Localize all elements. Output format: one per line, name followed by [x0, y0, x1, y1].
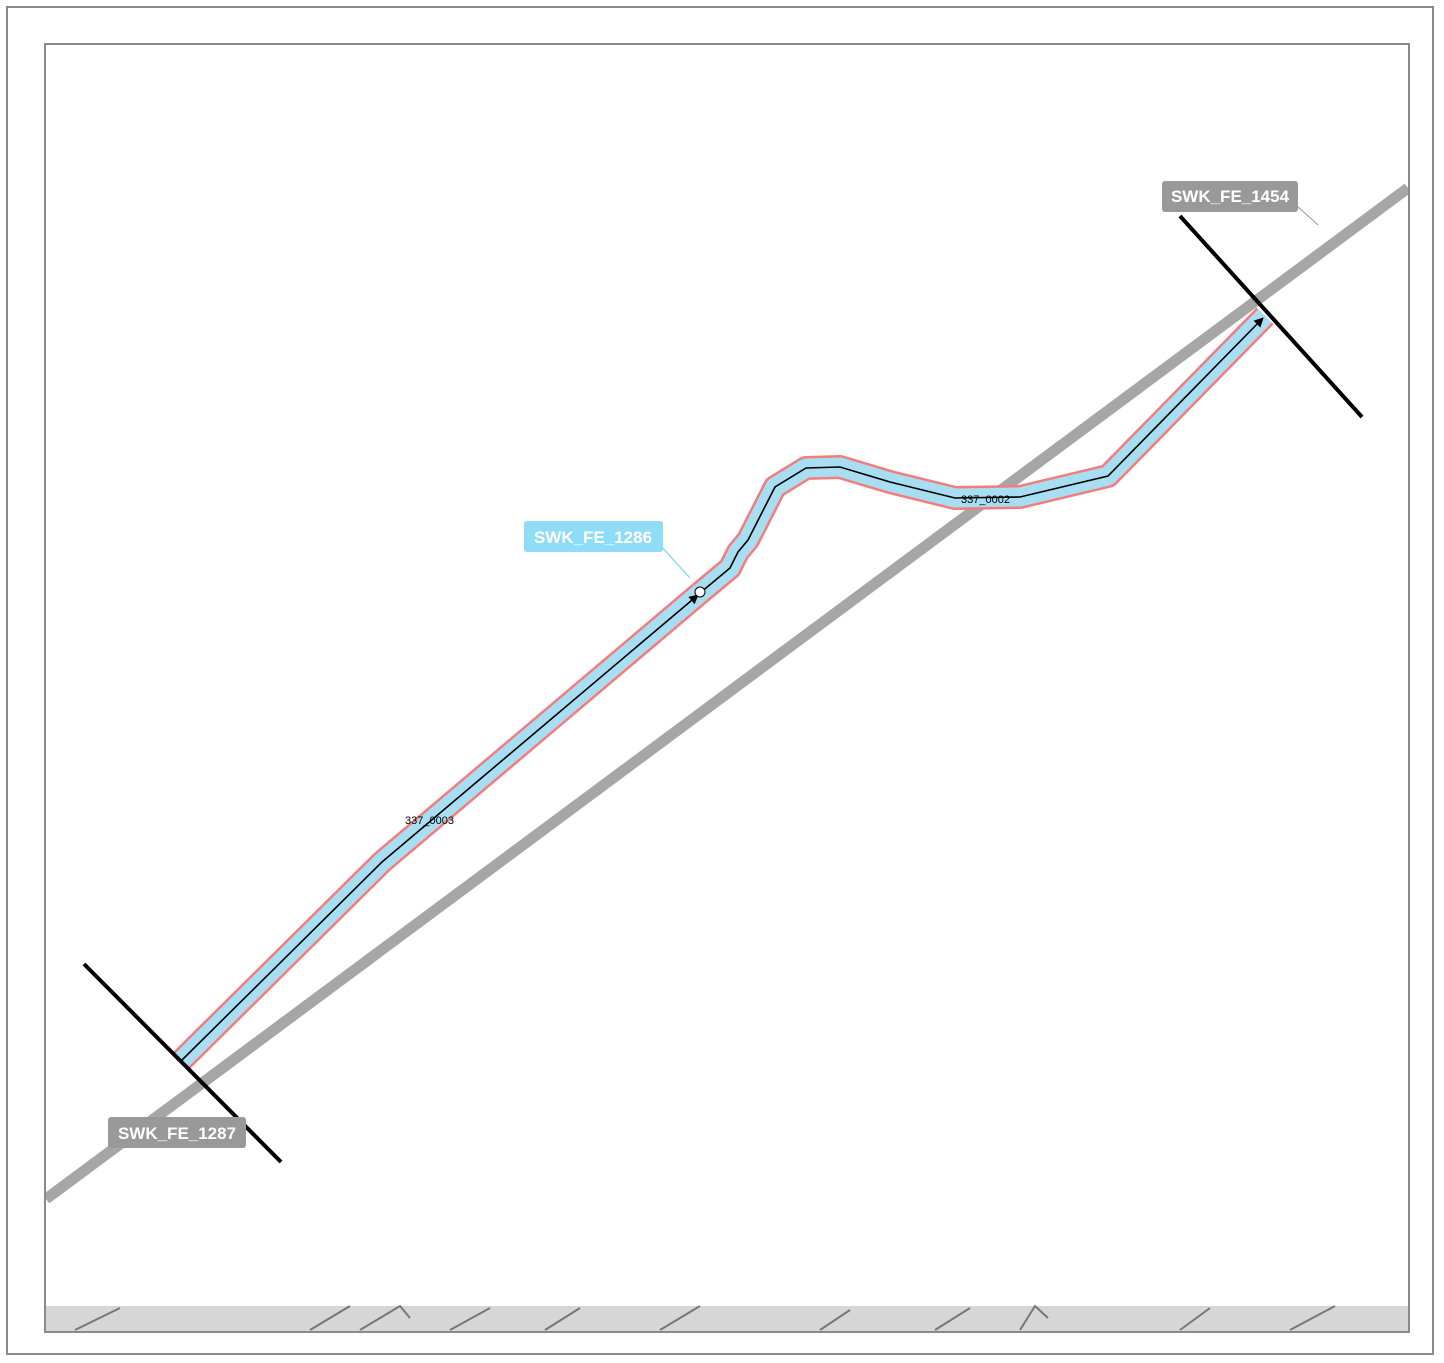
- map-edge-strip: [46, 1306, 1408, 1331]
- leader-fe-1286: [659, 544, 691, 579]
- segment-337-0002-centerline: [699, 317, 1264, 594]
- node-label-fe-1454[interactable]: SWK_FE_1454: [1162, 181, 1298, 212]
- node-label-fe-1287[interactable]: SWK_FE_1287: [108, 1117, 246, 1148]
- leader-fe-1454: [1295, 204, 1319, 226]
- node-label-fe-1454-text: SWK_FE_1454: [1171, 187, 1290, 206]
- node-label-fe-1286[interactable]: SWK_FE_1286: [524, 521, 663, 552]
- node-point-fe-1286[interactable]: [694, 586, 706, 598]
- node-bar-fe-1454[interactable]: [1178, 214, 1364, 419]
- segment-label-337-0002: 337_0002: [961, 494, 1010, 506]
- segment-337-0003-centerline: [181, 594, 699, 1061]
- segment-label-337-0003: 337_0003: [405, 815, 454, 827]
- node-bar-fe-1287[interactable]: [82, 962, 283, 1164]
- node-label-fe-1287-text: SWK_FE_1287: [118, 1124, 236, 1143]
- map-edge-marks: [74, 1304, 1336, 1331]
- node-label-fe-1286-text: SWK_FE_1286: [534, 528, 652, 547]
- background-road: [46, 183, 1408, 1204]
